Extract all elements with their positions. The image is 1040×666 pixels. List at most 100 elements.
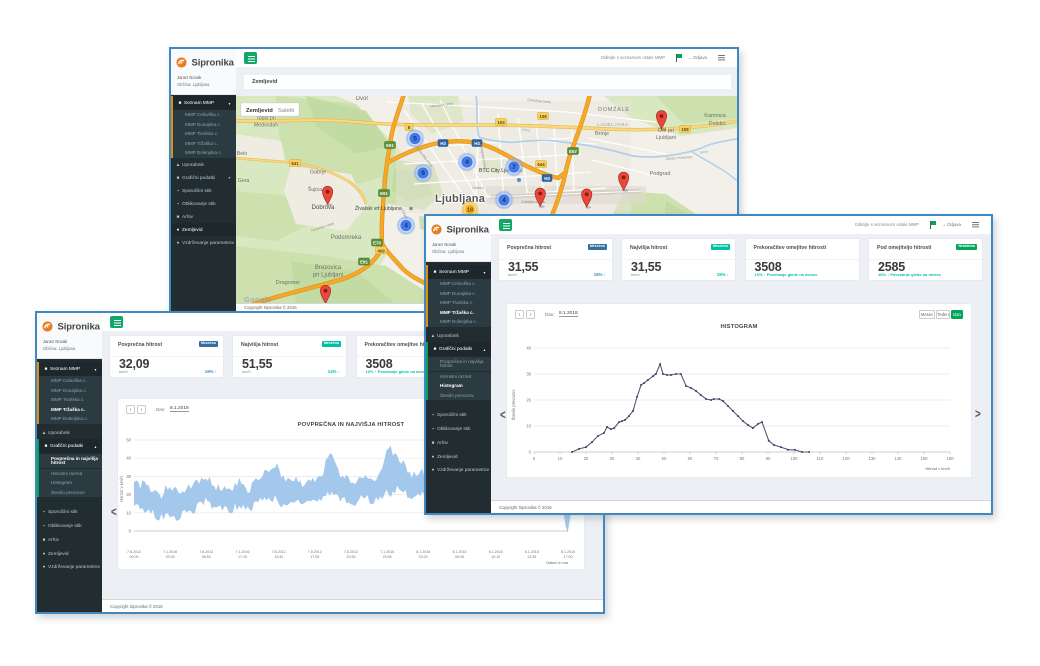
svg-text:Belo: Belo [237,151,247,157]
svg-text:17:15: 17:15 [238,555,247,559]
svg-text:Ljubljana: Ljubljana [435,193,486,205]
svg-text:Tržaška: Tržaška [400,209,409,222]
svg-text:10: 10 [558,456,563,461]
svg-text:06:45: 06:45 [455,555,464,559]
svg-text:4: 4 [465,159,469,166]
svg-text:Podsmreka: Podsmreka [331,235,362,241]
svg-text:10: 10 [126,510,131,515]
svg-text:Brinje: Brinje [595,131,609,137]
svg-text:30: 30 [526,372,531,377]
svg-text:BTC City Ljubljana: BTC City Ljubljana [479,168,522,174]
svg-text:90: 90 [766,456,771,461]
svg-text:E61: E61 [386,143,394,148]
svg-text:4: 4 [404,223,408,230]
svg-text:H3: H3 [474,141,480,146]
svg-text:7.8.2012: 7.8.2012 [308,550,322,554]
svg-text:7.8.2012: 7.8.2012 [272,550,286,554]
svg-text:Število prevozov: Število prevozov [511,389,516,421]
svg-text:0: 0 [533,456,536,461]
svg-text:8.1.2016: 8.1.2016 [453,550,467,554]
svg-text:40: 40 [126,456,131,461]
svg-text:644: 644 [537,162,545,167]
svg-text:40: 40 [526,346,531,351]
svg-text:7.1.2016: 7.1.2016 [163,550,177,554]
svg-text:10: 10 [526,424,531,429]
svg-text:Zaloška cesta: Zaloška cesta [521,200,545,204]
svg-text:Google: Google [244,295,272,304]
svg-text:Obvozna cesta: Obvozna cesta [430,101,454,108]
svg-text:Sava: Sava [700,149,709,154]
svg-text:80: 80 [740,456,745,461]
svg-text:7.1.2016: 7.1.2016 [380,550,394,554]
svg-text:108: 108 [681,127,689,132]
svg-text:00:00: 00:00 [130,555,139,559]
svg-text:13:40: 13:40 [274,555,283,559]
svg-text:Brezovica: Brezovica [315,265,342,271]
svg-text:108: 108 [539,114,547,119]
svg-text:Dolsko: Dolsko [709,121,726,127]
svg-text:641: 641 [291,161,299,166]
svg-text:03:25: 03:25 [166,555,175,559]
svg-text:Dobrova: Dobrova [312,205,335,211]
svg-text:70: 70 [714,456,719,461]
svg-text:Horjulska cesta: Horjulska cesta [311,221,335,232]
svg-text:30: 30 [126,474,131,479]
svg-text:06:50: 06:50 [202,555,211,559]
svg-text:Topol pri: Topol pri [256,116,276,122]
svg-text:Cesta v Kresnice: Cesta v Kresnice [666,155,693,161]
svg-text:Šujica: Šujica [308,186,322,193]
svg-text:Hitrost v km/h: Hitrost v km/h [119,476,124,502]
svg-text:9: 9 [421,170,425,177]
svg-text:H3: H3 [440,141,446,146]
svg-text:140: 140 [895,456,903,461]
svg-text:7.8.2012: 7.8.2012 [199,550,213,554]
svg-text:20: 20 [126,492,131,497]
svg-text:E57: E57 [569,149,577,154]
svg-text:409: 409 [377,248,385,253]
svg-text:03:20: 03:20 [419,555,428,559]
svg-text:30: 30 [610,456,615,461]
svg-text:Medvodah: Medvodah [254,123,278,129]
svg-text:20: 20 [526,398,531,403]
svg-text:60: 60 [688,456,693,461]
svg-text:8.1.2018: 8.1.2018 [525,550,539,554]
svg-text:Dol pri: Dol pri [658,128,674,134]
svg-text:8: 8 [408,125,411,130]
svg-text:8.1.2015: 8.1.2015 [561,550,575,554]
svg-text:104: 104 [497,120,505,125]
svg-text:0: 0 [129,529,132,534]
svg-text:8.1.2018: 8.1.2018 [489,550,503,554]
svg-text:5: 5 [413,136,417,143]
svg-text:Dvor: Dvor [356,96,369,102]
svg-text:120: 120 [843,456,851,461]
svg-text:E61: E61 [360,260,368,265]
svg-text:Osrednja cesta: Osrednja cesta [527,98,551,104]
svg-text:Zemljevid: Zemljevid [246,108,273,114]
svg-text:17:05: 17:05 [310,555,319,559]
svg-text:40: 40 [636,456,641,461]
svg-text:pri Ljubljani: pri Ljubljani [313,273,343,279]
svg-text:na Gora: na Gora [236,178,249,184]
svg-text:Podgrad: Podgrad [650,171,671,177]
svg-text:LJUBLJANA: LJUBLJANA [597,122,629,127]
svg-text:Hitrost v km/h: Hitrost v km/h [926,466,950,471]
svg-text:E61: E61 [380,191,388,196]
svg-text:10:10: 10:10 [491,555,500,559]
svg-text:13:35: 13:35 [527,555,536,559]
svg-text:160: 160 [947,456,955,461]
svg-text:100: 100 [791,456,799,461]
svg-text:Živalski vrt Ljubljana: Živalski vrt Ljubljana [355,204,402,212]
svg-text:50: 50 [126,438,131,443]
svg-text:7.1.2016: 7.1.2016 [236,550,250,554]
svg-text:E70: E70 [373,241,381,246]
svg-text:DOMŽALE: DOMŽALE [598,105,630,113]
svg-text:7.8.2012: 7.8.2012 [344,550,358,554]
svg-text:18: 18 [467,208,473,214]
svg-text:7: 7 [512,164,516,171]
svg-text:Dunajska cesta: Dunajska cesta [479,144,487,168]
svg-text:Kamnica: Kamnica [704,113,726,119]
svg-text:20: 20 [584,456,589,461]
svg-text:Satelit: Satelit [278,108,295,114]
svg-text:130: 130 [869,456,877,461]
svg-text:Sava: Sava [522,127,531,132]
